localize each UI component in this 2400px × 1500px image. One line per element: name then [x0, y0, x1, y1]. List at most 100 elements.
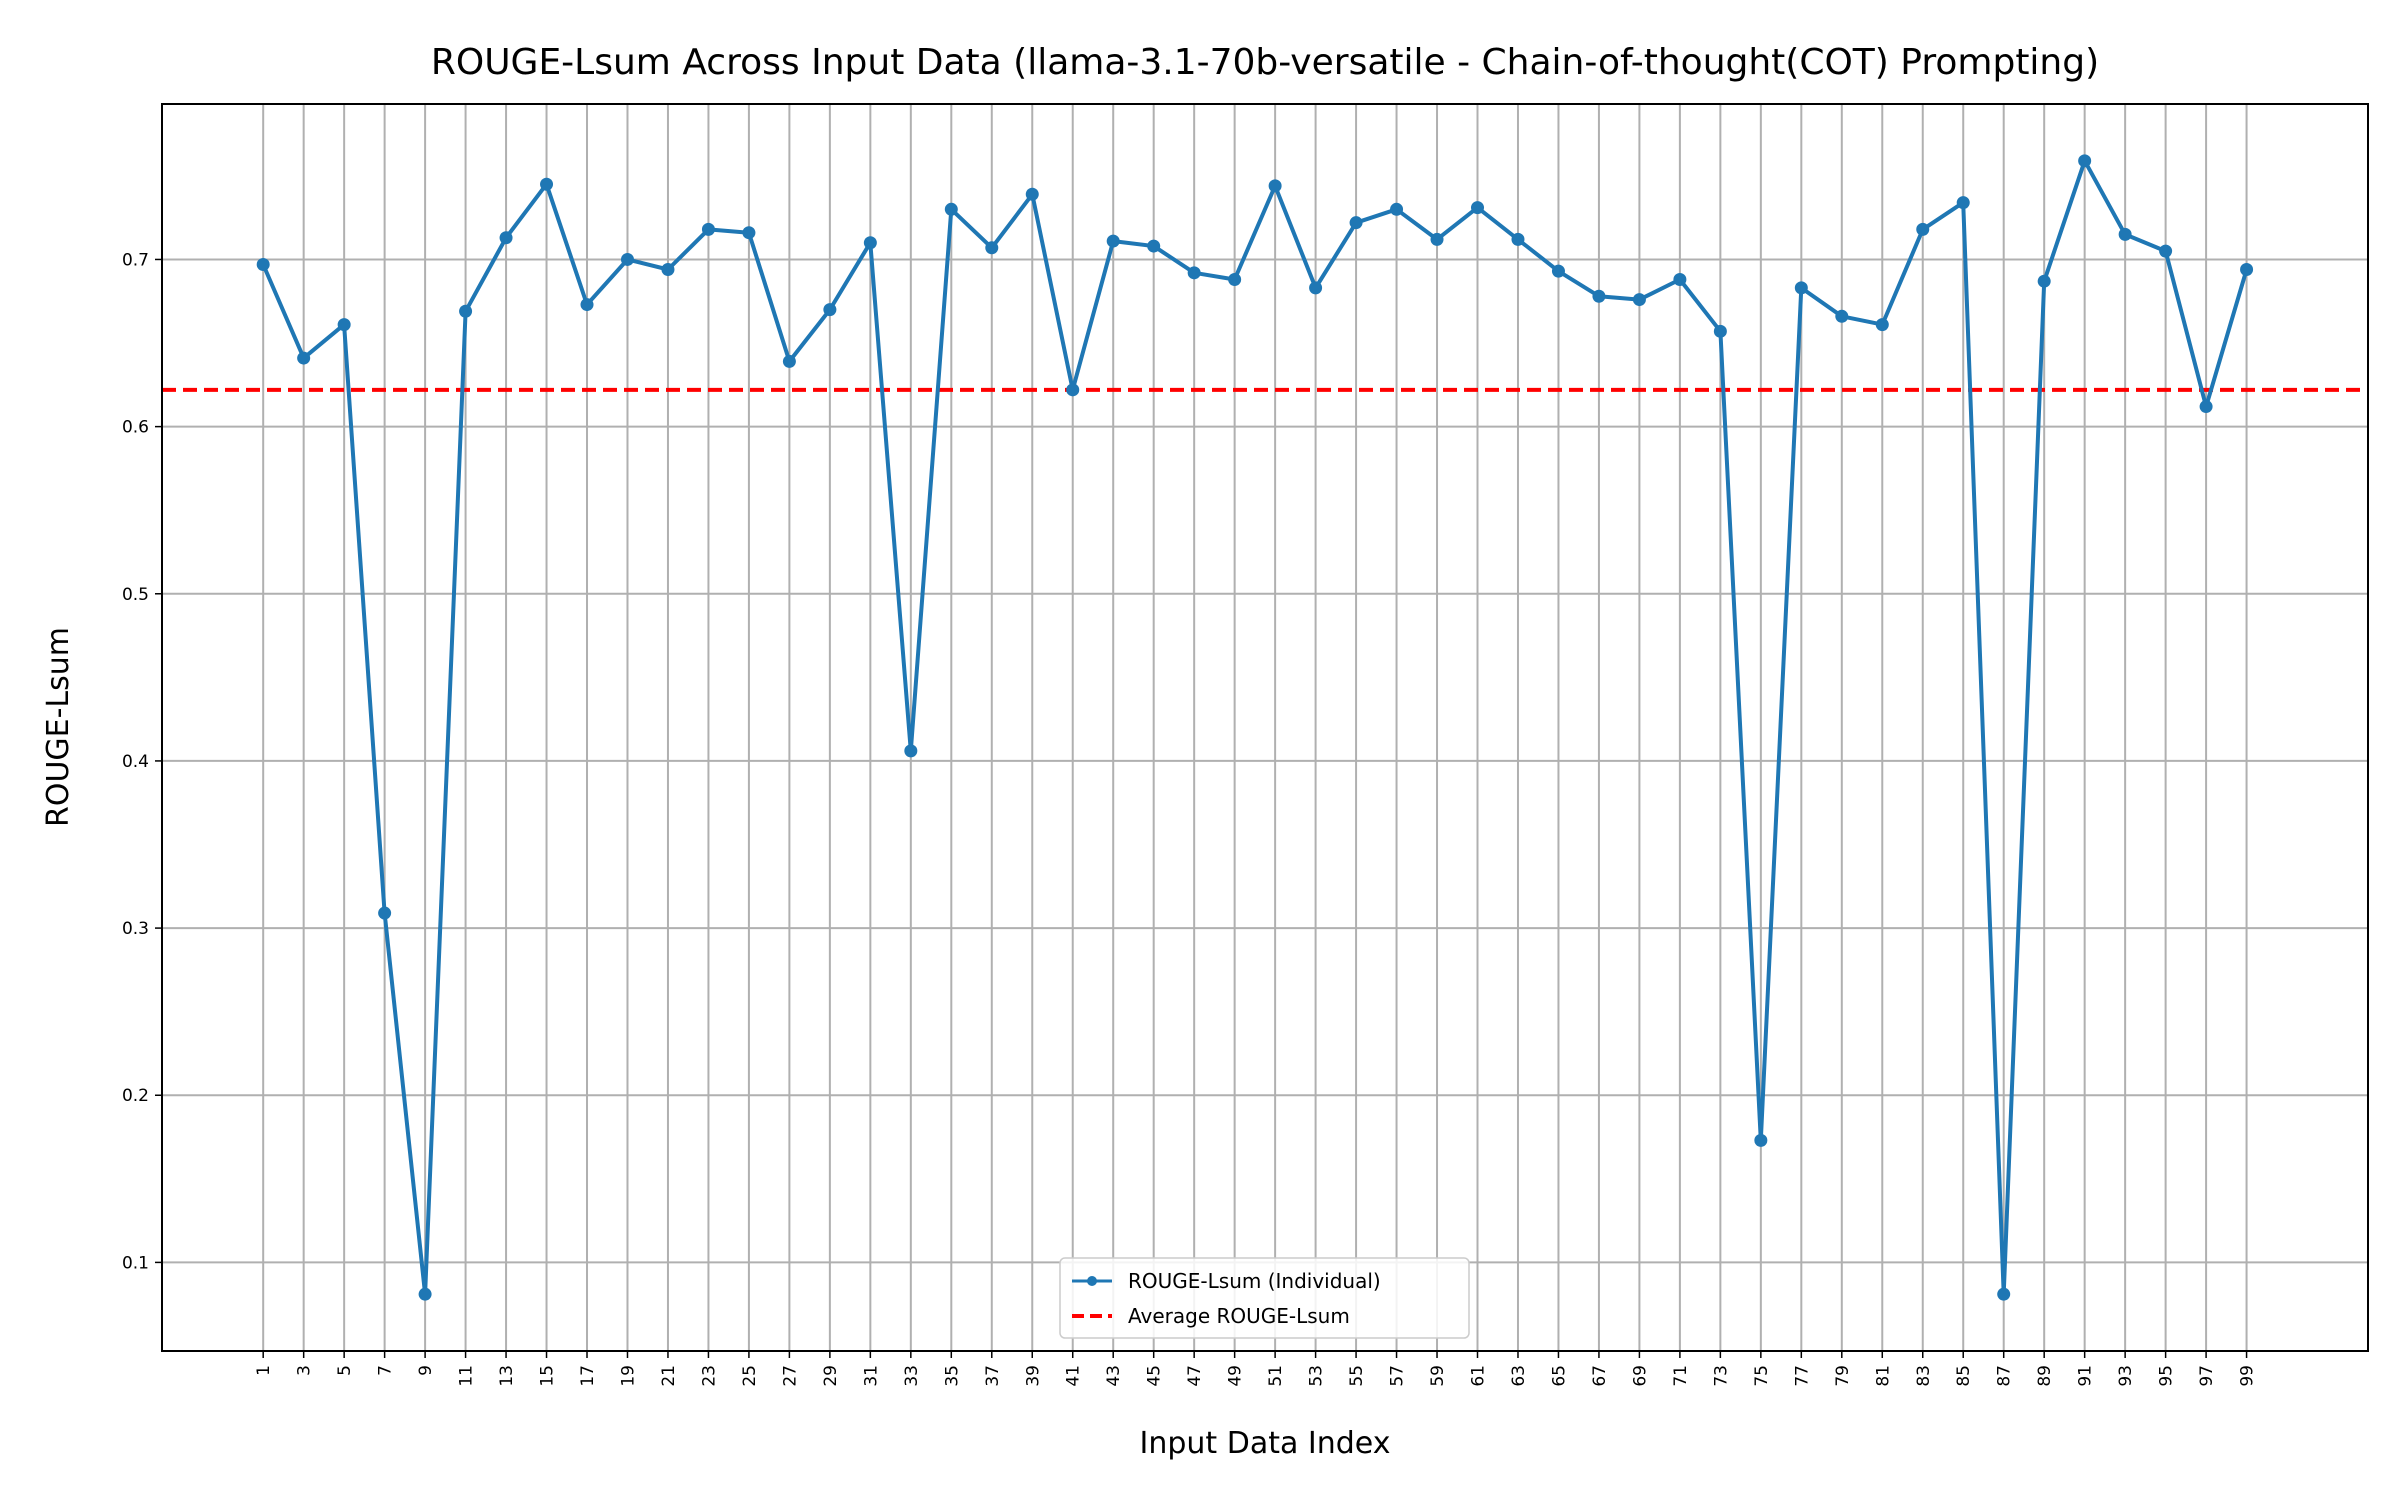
x-tick-label: 83: [1914, 1365, 1934, 1387]
legend-label-individual: ROUGE-Lsum (Individual): [1128, 1269, 1381, 1293]
x-tick-label: 79: [1833, 1365, 1853, 1387]
data-point: [1228, 273, 1242, 287]
data-point: [1794, 281, 1808, 295]
x-tick-label: 11: [457, 1365, 477, 1387]
data-point: [1713, 324, 1727, 338]
data-point: [2078, 154, 2092, 168]
data-point: [337, 318, 351, 332]
y-tick-label: 0.3: [122, 919, 149, 939]
x-tick-label: 21: [659, 1365, 679, 1387]
x-tick-label: 15: [538, 1365, 558, 1387]
data-point: [1471, 201, 1485, 215]
data-point: [1430, 232, 1444, 246]
data-point: [1835, 309, 1849, 323]
x-tick-label: 59: [1428, 1365, 1448, 1387]
data-point: [1147, 239, 1161, 253]
data-point: [1551, 264, 1565, 278]
series-line: [261, 158, 2249, 1297]
data-point: [378, 906, 392, 920]
x-tick-label: 91: [2076, 1365, 2096, 1387]
x-tick-label: 93: [2116, 1365, 2136, 1387]
y-tick-label: 0.7: [122, 250, 149, 270]
data-point: [1673, 273, 1687, 287]
data-point: [297, 351, 311, 365]
data-point: [1268, 179, 1282, 193]
x-tick-label: 41: [1064, 1365, 1084, 1387]
x-tick-label: 81: [1873, 1365, 1893, 1387]
data-point: [2240, 262, 2254, 276]
x-tick-label: 3: [295, 1365, 315, 1376]
x-tick-label: 27: [780, 1365, 800, 1387]
legend-label-average: Average ROUGE-Lsum: [1128, 1304, 1350, 1328]
x-tick-label: 31: [861, 1365, 881, 1387]
grid-lines: [162, 104, 2368, 1351]
data-point: [1390, 202, 1404, 216]
data-point: [2159, 244, 2173, 258]
y-tick-label: 0.1: [122, 1253, 149, 1273]
x-tick-label: 33: [902, 1365, 922, 1387]
data-point: [944, 202, 958, 216]
plot-frame: [161, 103, 2369, 1352]
x-tick-label: 25: [740, 1365, 760, 1387]
x-tick-label: 55: [1347, 1365, 1367, 1387]
x-tick-label: 63: [1509, 1365, 1529, 1387]
data-point: [1066, 383, 1080, 397]
data-point: [1592, 289, 1606, 303]
x-tick-label: 73: [1711, 1365, 1731, 1387]
x-tick-label: 13: [497, 1365, 517, 1387]
data-point: [1997, 1287, 2011, 1301]
x-tick-label: 65: [1549, 1365, 1569, 1387]
data-point: [1025, 187, 1039, 201]
x-tick-label: 57: [1388, 1365, 1408, 1387]
x-tick-label: 87: [1995, 1365, 2015, 1387]
data-point: [1632, 293, 1646, 307]
data-point: [2118, 227, 2132, 241]
x-tick-label: 47: [1185, 1365, 1205, 1387]
legend-box: [1059, 1257, 1470, 1339]
x-tick-label: 17: [578, 1365, 598, 1387]
x-tick-label: 7: [376, 1365, 396, 1376]
x-axis-label: Input Data Index: [1140, 1426, 1391, 1461]
x-tick-label: 51: [1266, 1365, 1286, 1387]
y-axis-label: ROUGE-Lsum: [41, 627, 76, 827]
x-tick-label: 35: [942, 1365, 962, 1387]
x-tick-label: 23: [699, 1365, 719, 1387]
data-point: [2199, 400, 2213, 414]
data-point: [904, 744, 918, 758]
x-tick-label: 71: [1671, 1365, 1691, 1387]
y-tick-label: 0.2: [122, 1086, 149, 1106]
x-tick-label: 39: [1023, 1365, 1043, 1387]
x-tick-label: 67: [1590, 1365, 1610, 1387]
data-point: [1511, 232, 1525, 246]
data-point: [1754, 1133, 1768, 1147]
chart-title: ROUGE-Lsum Across Input Data (llama-3.1-…: [431, 42, 2099, 83]
data-point: [1916, 222, 1930, 236]
data-point: [1106, 234, 1120, 248]
x-tick-label: 99: [2238, 1365, 2258, 1387]
data-layer: [162, 154, 2368, 1301]
x-tick-label: 5: [335, 1365, 355, 1376]
x-tick-label: 9: [416, 1365, 436, 1376]
data-point: [540, 177, 554, 191]
data-point: [1875, 318, 1889, 332]
data-point: [418, 1287, 432, 1301]
data-point: [1309, 281, 1323, 295]
data-point: [620, 252, 634, 266]
x-axis-ticks: 1 3 5 7 9 11 13 15 17 19 21 23 25 27 29 31 33 35 37 39 41 43 4…: [254, 1351, 2258, 1387]
legend-series-marker: [1087, 1276, 1097, 1286]
y-tick-label: 0.6: [122, 418, 149, 438]
x-tick-label: 53: [1307, 1365, 1327, 1387]
x-tick-label: 61: [1469, 1365, 1489, 1387]
x-tick-label: 85: [1954, 1365, 1974, 1387]
data-point: [256, 257, 270, 271]
y-tick-label: 0.4: [122, 752, 149, 772]
data-point: [499, 231, 513, 245]
data-point: [701, 222, 715, 236]
x-tick-label: 43: [1104, 1365, 1124, 1387]
data-point: [661, 262, 675, 276]
x-tick-label: 29: [821, 1365, 841, 1387]
y-tick-label: 0.5: [122, 585, 149, 605]
x-tick-label: 45: [1145, 1365, 1165, 1387]
